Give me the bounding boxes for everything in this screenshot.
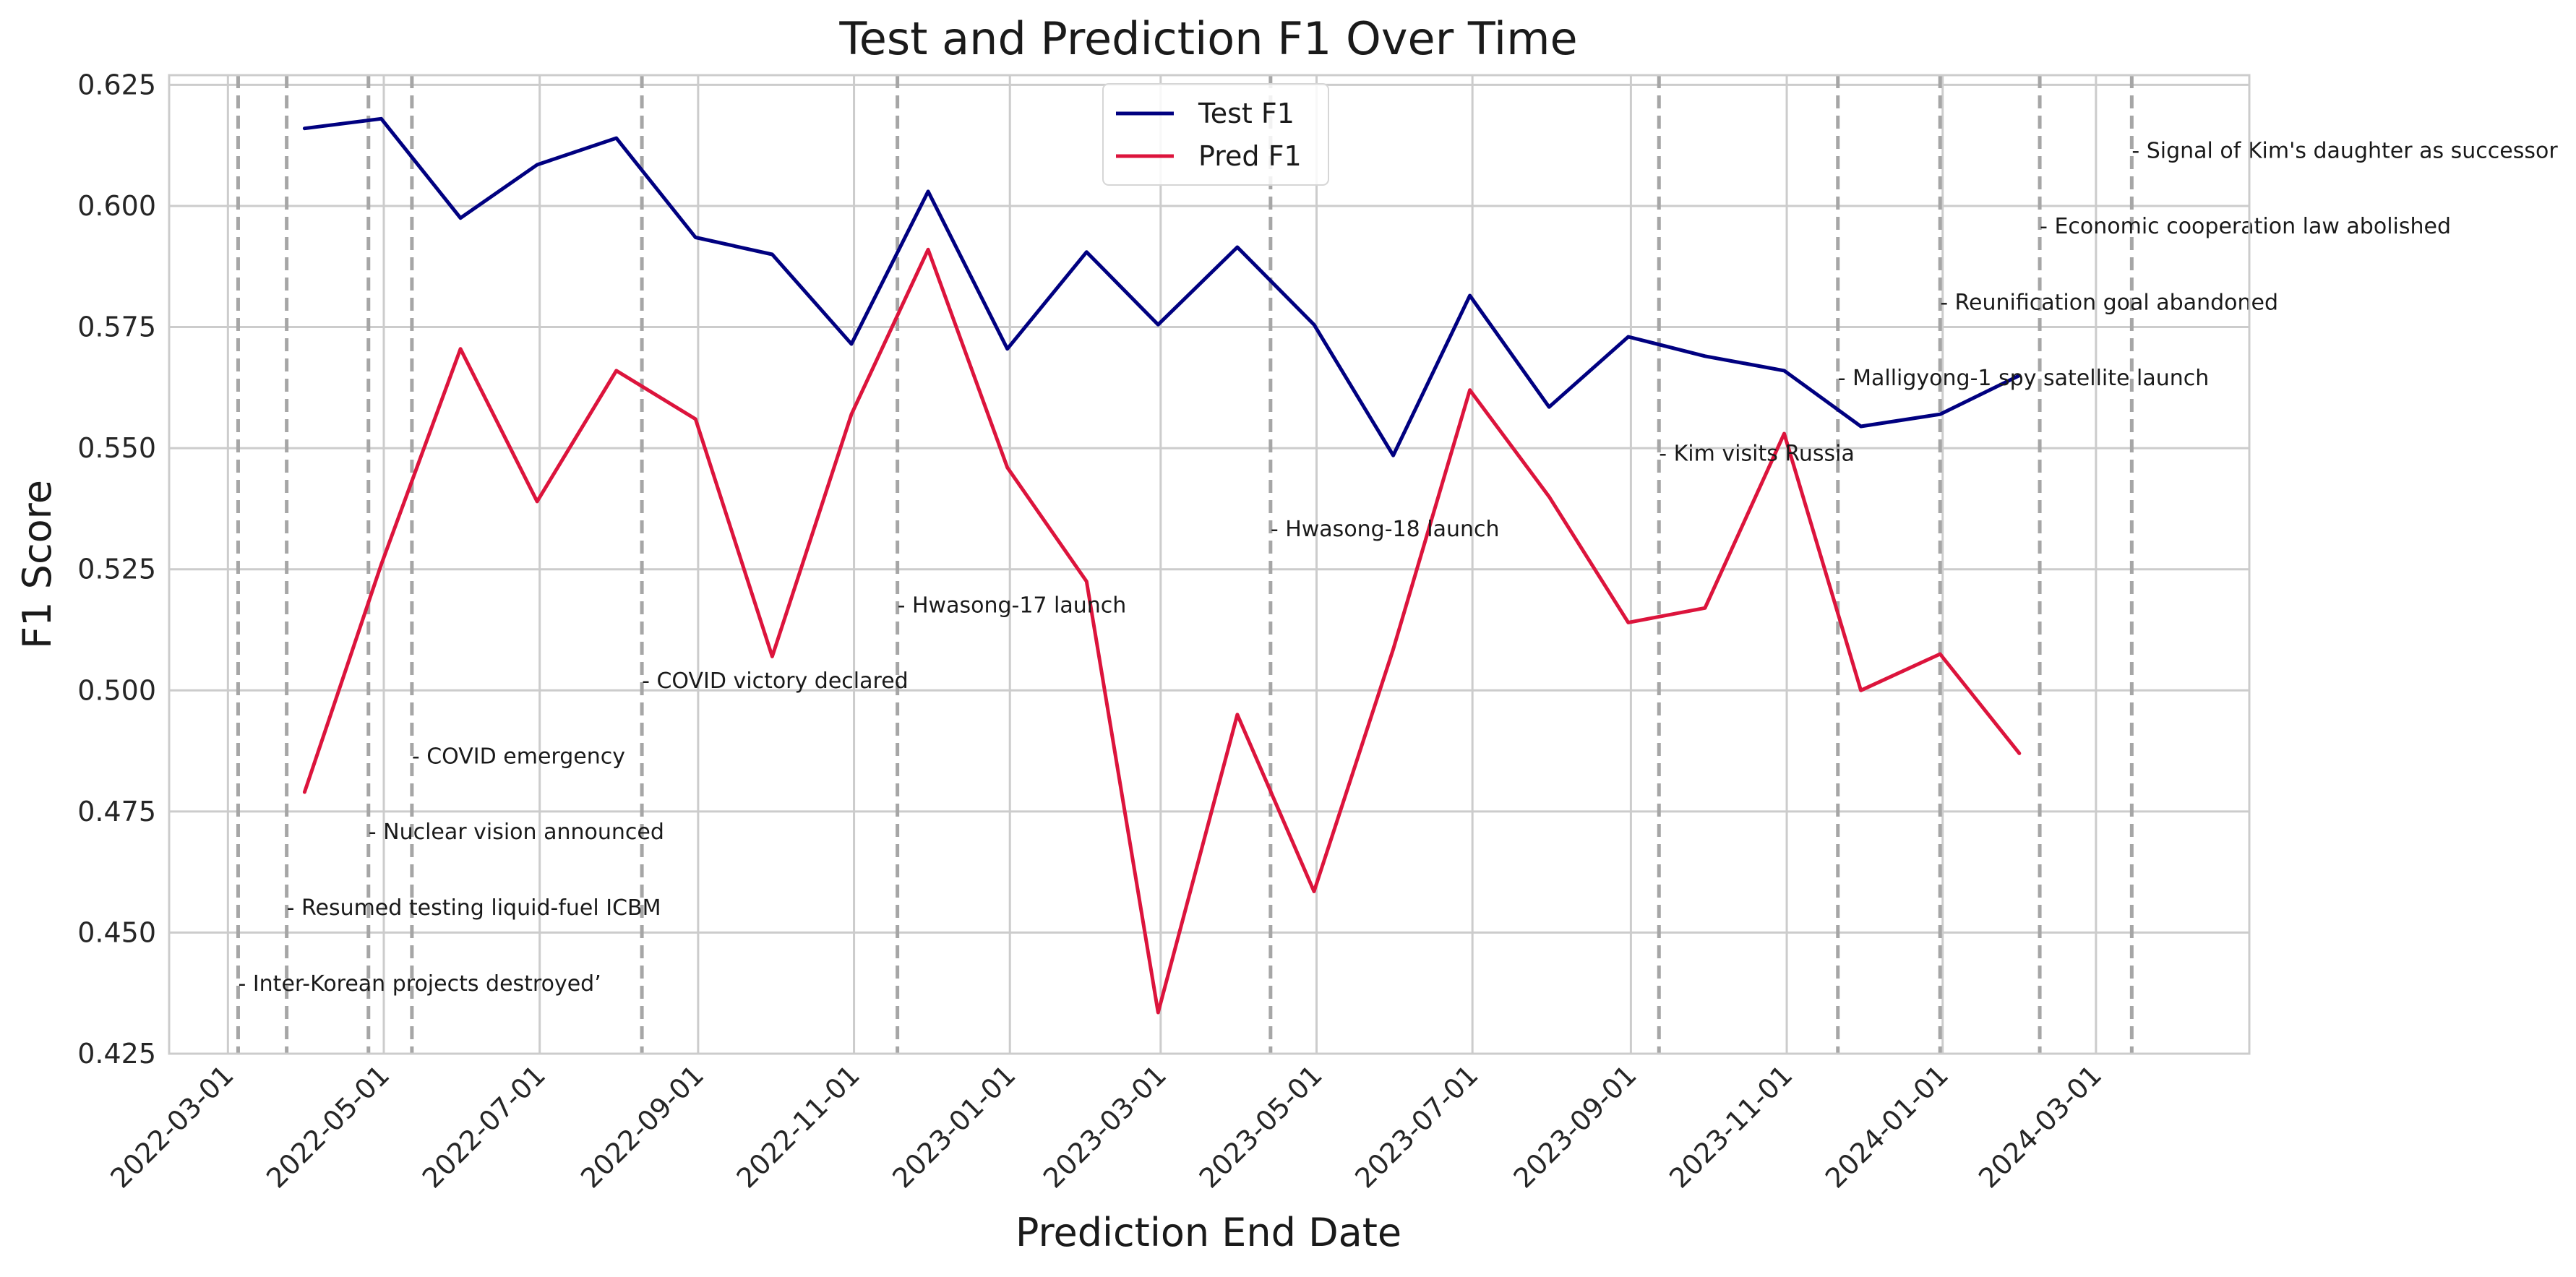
event-label: - Inter-Korean projects destroyed’: [238, 971, 601, 997]
x-tick-label: 2022-05-01: [260, 1059, 395, 1194]
x-tick-label: 2023-03-01: [1037, 1059, 1172, 1194]
event-annotations: - Inter-Korean projects destroyed’ - Resu…: [238, 139, 2558, 997]
x-tick-label: 2023-09-01: [1507, 1059, 1642, 1194]
legend: Test F1 Pred F1: [1102, 83, 1329, 186]
y-tick-label: 0.525: [77, 554, 156, 585]
event-label: - Economic cooperation law abolished: [2040, 214, 2451, 239]
x-tick-label: 2024-03-01: [1972, 1059, 2108, 1194]
event-label: - Hwasong-18 launch: [1271, 517, 1500, 542]
y-tick-label: 0.475: [77, 796, 156, 827]
legend-box: [1102, 83, 1329, 186]
y-tick-label: 0.575: [77, 311, 156, 343]
event-label: - Signal of Kim's daughter as successor: [2131, 139, 2558, 164]
x-tick-label: 2023-11-01: [1663, 1059, 1798, 1194]
event-markers: [236, 75, 2134, 1054]
x-axis-label: Prediction End Date: [1016, 1210, 1401, 1255]
event-label: - Reunification goal abandoned: [1940, 290, 2278, 315]
plot-area-frame: [168, 74, 2251, 1055]
x-tick-label: 2022-11-01: [731, 1059, 866, 1194]
y-tick-label: 0.625: [77, 69, 156, 100]
y-axis-label: F1 Score: [14, 480, 60, 649]
series: [302, 116, 2022, 1015]
x-tick-label: 2022-03-01: [104, 1059, 239, 1194]
y-tick-label: 0.600: [77, 190, 156, 222]
event-label: - COVID victory declared: [642, 668, 909, 694]
event-label: - COVID emergency: [412, 744, 625, 769]
x-tick-label: 2023-01-01: [886, 1059, 1021, 1194]
y-tick-label: 0.500: [77, 674, 156, 706]
y-axis-ticks: 0.425 0.450 0.475 0.500 0.525 0.550 0.575 0.600…: [77, 69, 156, 1070]
event-label: - Nuclear vision announced: [369, 820, 664, 845]
x-tick-label: 2022-07-01: [416, 1059, 551, 1194]
x-tick-label: 2023-07-01: [1349, 1059, 1484, 1194]
y-tick-label: 0.550: [77, 432, 156, 464]
grid: [169, 75, 2249, 1055]
x-tick-label: 2022-09-01: [575, 1059, 710, 1194]
legend-label-test: Test F1: [1198, 98, 1295, 129]
event-label: - Hwasong-17 launch: [898, 593, 1127, 618]
event-label: - Resumed testing liquid-fuel ICBM: [287, 895, 661, 921]
x-tick-label: 2023-05-01: [1193, 1059, 1328, 1194]
event-label: - Malligyong-1 spy satellite launch: [1838, 366, 2210, 391]
chart-title: Test and Prediction F1 Over Time: [838, 12, 1577, 65]
y-tick-label: 0.450: [77, 916, 156, 948]
x-axis-ticks: 2022-03-01 2022-05-01 2022-07-01 2022-09-01…: [104, 1059, 2108, 1194]
x-tick-label: 2024-01-01: [1819, 1059, 1954, 1194]
y-tick-label: 0.425: [77, 1038, 156, 1070]
event-label: - Kim visits Russia: [1659, 442, 1855, 467]
legend-label-pred: Pred F1: [1198, 140, 1302, 172]
